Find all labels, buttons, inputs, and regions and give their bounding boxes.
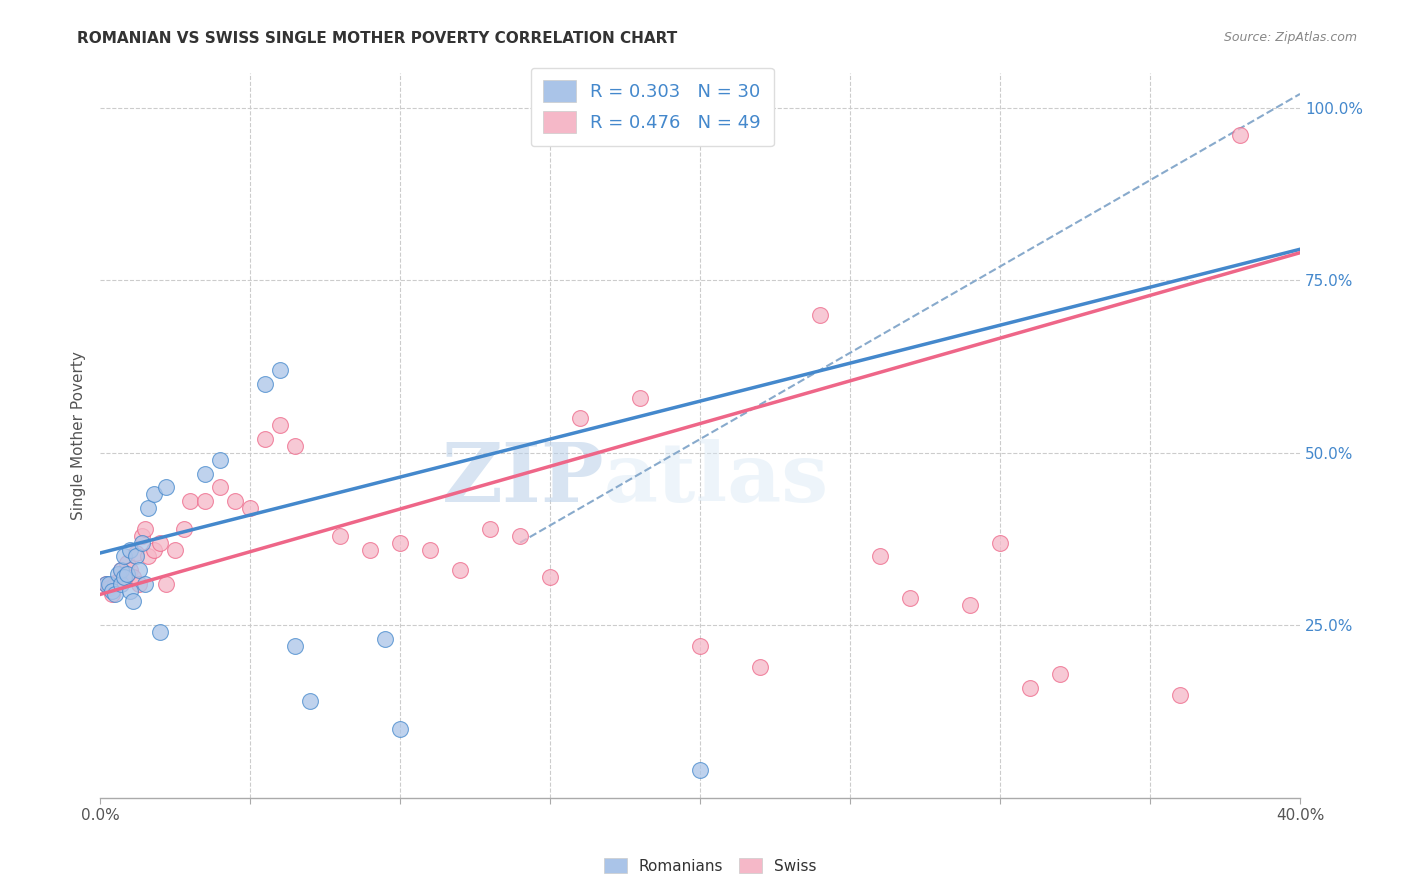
Legend: R = 0.303   N = 30, R = 0.476   N = 49: R = 0.303 N = 30, R = 0.476 N = 49 <box>530 68 773 146</box>
Point <box>329 529 352 543</box>
Point <box>110 563 132 577</box>
Point <box>254 376 277 391</box>
Point <box>449 563 471 577</box>
Point <box>1229 128 1251 143</box>
Point <box>128 563 150 577</box>
Point <box>194 494 217 508</box>
Point <box>509 529 531 543</box>
Point <box>209 452 232 467</box>
Point <box>125 549 148 564</box>
Point <box>112 570 135 584</box>
Point <box>98 581 121 595</box>
Point <box>112 570 135 584</box>
Point <box>224 494 246 508</box>
Point <box>389 722 412 736</box>
Point <box>284 439 307 453</box>
Point <box>101 584 124 599</box>
Point <box>749 660 772 674</box>
Point <box>898 591 921 605</box>
Point <box>131 529 153 543</box>
Point <box>128 577 150 591</box>
Point <box>479 522 502 536</box>
Point <box>125 546 148 560</box>
Y-axis label: Single Mother Poverty: Single Mother Poverty <box>72 351 86 520</box>
Point <box>101 587 124 601</box>
Point <box>136 501 159 516</box>
Point <box>284 639 307 653</box>
Point <box>120 563 142 577</box>
Point <box>569 411 592 425</box>
Point <box>299 694 322 708</box>
Point <box>120 584 142 599</box>
Point <box>239 501 262 516</box>
Point <box>143 542 166 557</box>
Point <box>419 542 441 557</box>
Text: ZIP: ZIP <box>441 439 605 519</box>
Point <box>165 542 187 557</box>
Point <box>1168 688 1191 702</box>
Point <box>155 480 177 494</box>
Point <box>808 308 831 322</box>
Point <box>110 563 132 577</box>
Point <box>94 577 117 591</box>
Point <box>131 535 153 549</box>
Point <box>538 570 561 584</box>
Point <box>988 535 1011 549</box>
Text: atlas: atlas <box>605 439 830 519</box>
Point <box>269 418 291 433</box>
Point <box>359 542 381 557</box>
Point <box>374 632 396 647</box>
Point <box>959 598 981 612</box>
Point <box>112 549 135 564</box>
Point <box>869 549 891 564</box>
Point <box>269 363 291 377</box>
Point <box>254 432 277 446</box>
Point <box>1019 681 1042 695</box>
Point <box>98 577 121 591</box>
Point <box>104 587 127 601</box>
Point <box>1049 666 1071 681</box>
Point <box>110 577 132 591</box>
Point <box>179 494 201 508</box>
Legend: Romanians, Swiss: Romanians, Swiss <box>598 852 823 880</box>
Point <box>628 391 651 405</box>
Point <box>104 577 127 591</box>
Point <box>134 522 156 536</box>
Point <box>122 594 145 608</box>
Point <box>194 467 217 481</box>
Point <box>389 535 412 549</box>
Point <box>209 480 232 494</box>
Point <box>107 574 129 588</box>
Point <box>149 625 172 640</box>
Point <box>689 764 711 778</box>
Point <box>689 639 711 653</box>
Point <box>149 535 172 549</box>
Text: Source: ZipAtlas.com: Source: ZipAtlas.com <box>1223 31 1357 45</box>
Point <box>173 522 195 536</box>
Point <box>122 570 145 584</box>
Text: ROMANIAN VS SWISS SINGLE MOTHER POVERTY CORRELATION CHART: ROMANIAN VS SWISS SINGLE MOTHER POVERTY … <box>77 31 678 46</box>
Point <box>107 566 129 581</box>
Point <box>94 577 117 591</box>
Point <box>155 577 177 591</box>
Point <box>115 557 138 571</box>
Point <box>136 549 159 564</box>
Point <box>115 566 138 581</box>
Point <box>120 542 142 557</box>
Point <box>143 487 166 501</box>
Point <box>134 577 156 591</box>
